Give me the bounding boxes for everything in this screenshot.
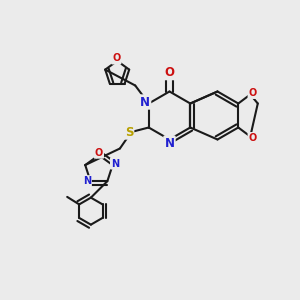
- Text: O: O: [164, 66, 175, 79]
- Text: O: O: [249, 88, 257, 98]
- Text: O: O: [95, 148, 103, 158]
- Text: O: O: [112, 53, 120, 64]
- Text: O: O: [249, 133, 257, 143]
- Text: S: S: [125, 125, 133, 139]
- Text: N: N: [83, 176, 91, 186]
- Text: N: N: [164, 136, 175, 150]
- Text: N: N: [111, 159, 119, 169]
- Text: N: N: [140, 95, 150, 109]
